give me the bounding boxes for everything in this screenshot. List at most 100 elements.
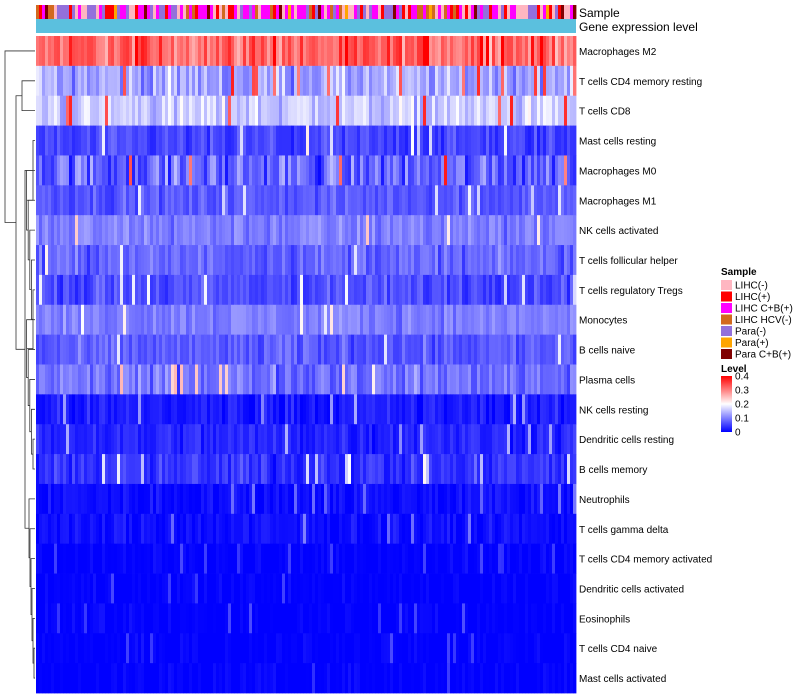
heatmap-cell <box>363 245 367 276</box>
heatmap-cell <box>474 543 478 574</box>
heatmap-cell <box>501 483 505 515</box>
heatmap-cell <box>522 663 526 694</box>
heatmap-cell <box>225 394 229 425</box>
heatmap-cell <box>477 155 481 186</box>
heatmap-cell <box>102 334 106 365</box>
heatmap-cell <box>546 573 550 604</box>
sample-annotation-cell <box>222 5 226 19</box>
heatmap-cell <box>174 513 178 545</box>
heatmap-cell <box>102 424 106 455</box>
heatmap-cell <box>411 36 415 67</box>
heatmap-cell <box>297 36 301 67</box>
sample-annotation-cell <box>273 5 277 19</box>
heatmap-cell <box>264 185 268 216</box>
heatmap-cell <box>318 573 322 604</box>
heatmap-cell <box>363 454 367 485</box>
heatmap-cell <box>249 573 253 604</box>
heatmap-cell <box>183 663 187 694</box>
heatmap-cell <box>117 663 121 694</box>
heatmap-cell <box>342 663 346 694</box>
heatmap-cell <box>387 513 391 545</box>
heatmap-cell <box>573 603 577 634</box>
sample-legend-swatch <box>721 337 732 348</box>
heatmap-cell <box>87 95 91 126</box>
heatmap-cell <box>387 394 391 425</box>
heatmap-cell <box>357 215 361 246</box>
heatmap-cell <box>186 513 190 545</box>
heatmap-cell <box>267 483 271 515</box>
heatmap-cell <box>465 573 469 604</box>
heatmap-cell <box>432 573 436 604</box>
heatmap-cell <box>48 424 52 455</box>
heatmap-cell <box>288 663 292 694</box>
heatmap-cell <box>534 245 538 276</box>
heatmap-cell <box>357 274 361 306</box>
heatmap-cell <box>192 36 196 67</box>
heatmap-cell <box>276 394 280 425</box>
heatmap-cell <box>411 125 415 156</box>
heatmap-cell <box>417 274 421 306</box>
heatmap-cell <box>219 36 223 67</box>
heatmap-cell <box>114 394 118 425</box>
heatmap-cell <box>258 573 262 604</box>
heatmap-cell <box>369 125 373 156</box>
heatmap-cell <box>42 215 46 246</box>
heatmap-cell <box>177 424 181 455</box>
sample-annotation-cell <box>459 5 463 19</box>
heatmap-cell <box>405 633 409 664</box>
heatmap-cell <box>267 185 271 216</box>
heatmap-cell <box>477 274 481 306</box>
heatmap-cell <box>132 364 136 395</box>
heatmap-cell <box>423 125 427 156</box>
heatmap-cell <box>552 394 556 425</box>
heatmap-cell <box>567 483 571 515</box>
sample-annotation-cell <box>126 5 130 19</box>
heatmap-cell <box>522 394 526 425</box>
heatmap-cell <box>498 155 502 186</box>
heatmap-cell <box>87 603 91 634</box>
heatmap-cell <box>84 274 88 306</box>
heatmap-cell <box>330 125 334 156</box>
heatmap-cell <box>174 334 178 365</box>
heatmap-cell <box>327 65 331 97</box>
sample-annotation-cell <box>306 5 310 19</box>
heatmap-cell <box>372 603 376 634</box>
heatmap-cell <box>351 394 355 425</box>
heatmap-cell <box>96 215 100 246</box>
heatmap-cell <box>366 454 370 485</box>
heatmap-cell <box>189 424 193 455</box>
heatmap-cell <box>363 663 367 694</box>
heatmap-cell <box>189 155 193 186</box>
heatmap-cell <box>69 663 73 694</box>
heatmap-cell <box>309 543 313 574</box>
heatmap-cell <box>36 215 40 246</box>
heatmap-cell <box>567 155 571 186</box>
heatmap-cell <box>165 36 169 67</box>
heatmap-cell <box>177 185 181 216</box>
heatmap-cell <box>456 513 460 545</box>
heatmap-cell <box>267 215 271 246</box>
heatmap-cell <box>228 663 232 694</box>
heatmap-cell <box>387 334 391 365</box>
heatmap-cell <box>513 155 517 186</box>
heatmap-cell <box>234 513 238 545</box>
heatmap-cell <box>75 304 79 336</box>
heatmap-cell <box>363 185 367 216</box>
heatmap-cell <box>402 36 406 67</box>
heatmap-cell <box>423 36 427 67</box>
heatmap-cell <box>108 364 112 395</box>
heatmap-cell <box>420 483 424 515</box>
heatmap-cell <box>375 215 379 246</box>
heatmap-cell <box>501 513 505 545</box>
heatmap-cell <box>555 454 559 485</box>
heatmap-cell <box>222 245 226 276</box>
heatmap-cell <box>135 185 139 216</box>
heatmap-cell <box>150 274 154 306</box>
heatmap-cell <box>429 424 433 455</box>
heatmap-cell <box>558 125 562 156</box>
heatmap-cell <box>183 215 187 246</box>
heatmap-cell <box>444 334 448 365</box>
heatmap-cell <box>483 633 487 664</box>
heatmap-cell <box>378 364 382 395</box>
heatmap-cell <box>522 95 526 126</box>
